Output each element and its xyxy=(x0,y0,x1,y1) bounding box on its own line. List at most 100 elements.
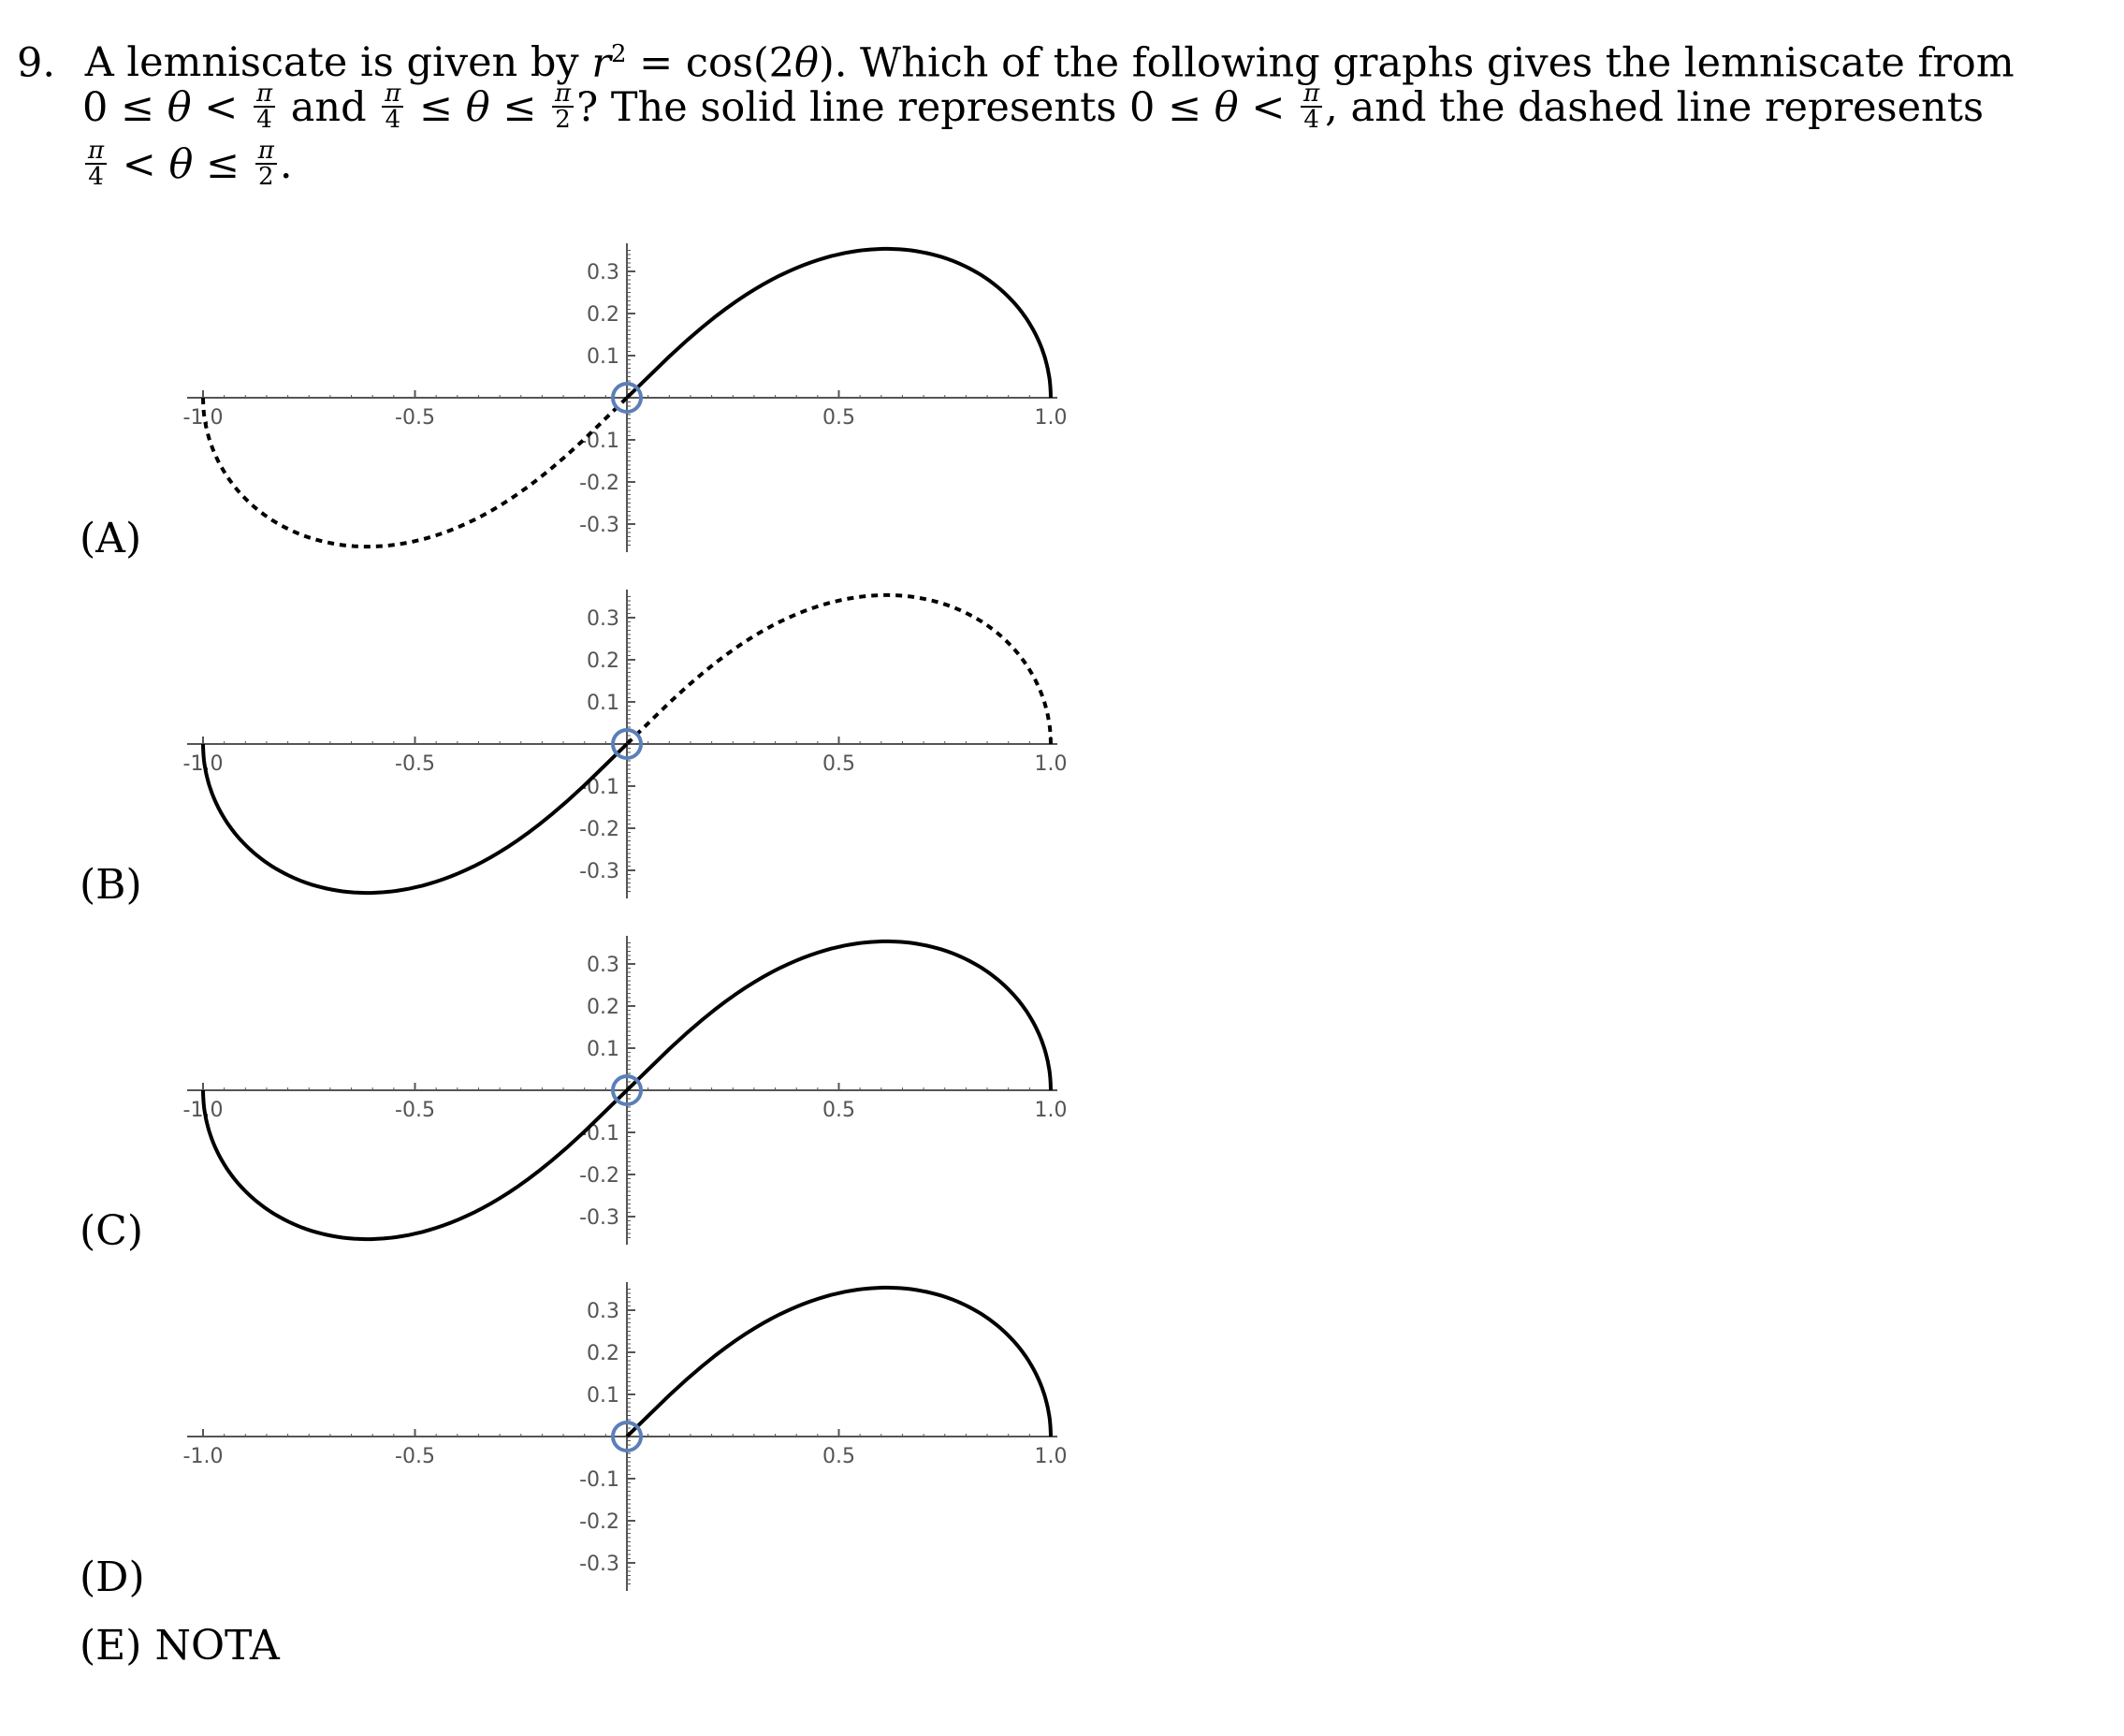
x-tick-label: -0.5 xyxy=(395,752,435,776)
fraction-denominator: 2 xyxy=(555,106,571,134)
option-label-d[interactable]: (D) xyxy=(80,1554,145,1601)
option-label-c[interactable]: (C) xyxy=(80,1207,143,1255)
series-curve-solid xyxy=(625,1285,1053,1438)
question-text-3b: ≤ xyxy=(193,141,253,188)
fraction-denominator: 4 xyxy=(88,163,104,191)
x-tick-label: -1.0 xyxy=(183,1445,224,1468)
y-tick-label: -0.3 xyxy=(579,860,619,883)
next-question-cutoff xyxy=(122,1713,1993,1736)
fraction-denominator: 4 xyxy=(1303,106,1319,134)
y-tick-label: 0.2 xyxy=(587,303,619,327)
math-theta: θ xyxy=(1214,84,1239,131)
math-theta: θ xyxy=(794,39,819,87)
y-tick-label: 0.2 xyxy=(587,649,619,673)
series-curve-solid xyxy=(201,742,629,896)
question-line-1: 9. A lemniscate is given by r2 = cos(2θ)… xyxy=(17,28,2015,90)
series-curve-dashed xyxy=(625,592,1053,746)
x-tick-label: -0.5 xyxy=(395,406,435,430)
x-tick-label: 1.0 xyxy=(1035,752,1068,776)
question-text-2b: < xyxy=(191,84,251,131)
option-label-a[interactable]: (A) xyxy=(80,515,142,562)
question-text-1a: A lemniscate is given by xyxy=(84,39,592,87)
y-tick-label: -0.1 xyxy=(579,430,619,453)
y-tick-label: -0.3 xyxy=(579,1206,619,1230)
question-text-2a: 0 ≤ xyxy=(82,84,167,131)
math-exponent: 2 xyxy=(610,40,627,68)
x-tick-label: 0.5 xyxy=(822,1099,855,1122)
fraction-denominator: 2 xyxy=(258,163,274,191)
question-text-2h: , and the dashed line represents xyxy=(1325,84,1985,131)
y-tick-label: -0.2 xyxy=(579,1510,619,1534)
plot-option-a: -1.0 -0.5 0.5 1.0 0.3 0.2 0.1 -0.1 -0.2 -0.3 xyxy=(183,243,1068,552)
fraction-numerator: π xyxy=(1301,81,1323,108)
question-text-3a: < xyxy=(109,141,169,188)
plot-option-c: -1.0 -0.5 0.5 1.00.30.20.1-0.1-0.2-0.3 xyxy=(183,936,1068,1245)
y-tick-label: 0.3 xyxy=(587,261,619,284)
y-tick-label: -0.2 xyxy=(579,472,619,495)
y-tick-label: 0.3 xyxy=(587,1300,619,1323)
plot-option-b: -1.0 -0.5 0.5 1.00.30.20.1-0.1-0.2-0.3 xyxy=(183,590,1068,898)
x-tick-label: -0.5 xyxy=(395,1099,435,1122)
origin-marker xyxy=(611,728,643,760)
question-number: 9. xyxy=(17,39,56,87)
question-text-2f: ? The solid line represents 0 ≤ xyxy=(576,84,1215,131)
series-curve-dashed xyxy=(201,396,629,549)
math-theta: θ xyxy=(168,141,194,188)
y-tick-label: 0.1 xyxy=(587,692,619,715)
series-curve-solid xyxy=(625,939,1053,1092)
fraction-numerator: π xyxy=(254,81,276,108)
fraction-denominator: 4 xyxy=(256,106,272,134)
y-tick-label: 0.3 xyxy=(587,607,619,631)
question-text-2e: ≤ xyxy=(489,84,550,131)
math-theta: θ xyxy=(465,84,490,131)
fraction-numerator: π xyxy=(382,81,404,108)
y-tick-label: -0.1 xyxy=(579,776,619,799)
origin-marker xyxy=(611,382,643,414)
y-tick-label: -0.2 xyxy=(579,818,619,841)
plot-option-d: -1.0 -0.5 0.5 1.0 0.3 0.2 0.1 -0.1 -0.2 -0.3 xyxy=(183,1282,1068,1591)
x-tick-label: -0.5 xyxy=(395,1445,435,1468)
y-tick-label: 0.1 xyxy=(587,1384,619,1408)
y-tick-label: -0.3 xyxy=(579,1553,619,1576)
x-tick-label: 1.0 xyxy=(1035,1445,1068,1468)
x-tick-label: 0.5 xyxy=(822,406,855,430)
x-tick-label: 1.0 xyxy=(1035,406,1068,430)
origin-marker xyxy=(611,1074,643,1106)
question-text-3c: . xyxy=(279,141,293,188)
math-r: r xyxy=(591,39,611,87)
y-tick-label: 0.3 xyxy=(587,954,619,977)
y-tick-label: 0.1 xyxy=(587,1038,619,1061)
question-text-2g: < xyxy=(1238,84,1299,131)
x-tick-label: 1.0 xyxy=(1035,1099,1068,1122)
question-text-2c: and xyxy=(278,84,380,131)
question-text-1c: ). Which of the following graphs gives t… xyxy=(818,39,2015,87)
option-label-b[interactable]: (B) xyxy=(80,861,142,909)
math-theta: θ xyxy=(167,84,192,131)
series-curve-solid xyxy=(201,1088,629,1242)
origin-marker xyxy=(611,1421,643,1452)
y-tick-label: 0.2 xyxy=(587,996,619,1019)
fraction-numerator: π xyxy=(552,81,575,108)
series-curve-solid xyxy=(625,246,1053,400)
question-text-1b: = cos(2 xyxy=(626,39,795,87)
fraction-denominator: 4 xyxy=(385,106,401,134)
y-tick-label: 0.2 xyxy=(587,1342,619,1365)
x-tick-label: 0.5 xyxy=(822,1445,855,1468)
x-tick-label: -1.0 xyxy=(183,406,224,430)
question-text-2d: ≤ xyxy=(406,84,466,131)
y-tick-label: 0.1 xyxy=(587,345,619,369)
fraction-numerator: π xyxy=(85,139,108,165)
y-tick-label: -0.1 xyxy=(579,1468,619,1492)
option-label-e[interactable]: (E) NOTA xyxy=(80,1622,280,1670)
y-tick-label: -0.2 xyxy=(579,1164,619,1188)
y-tick-label: -0.1 xyxy=(579,1122,619,1145)
fraction-numerator: π xyxy=(255,139,277,165)
y-tick-label: -0.3 xyxy=(579,514,619,537)
x-tick-label: 0.5 xyxy=(822,752,855,776)
